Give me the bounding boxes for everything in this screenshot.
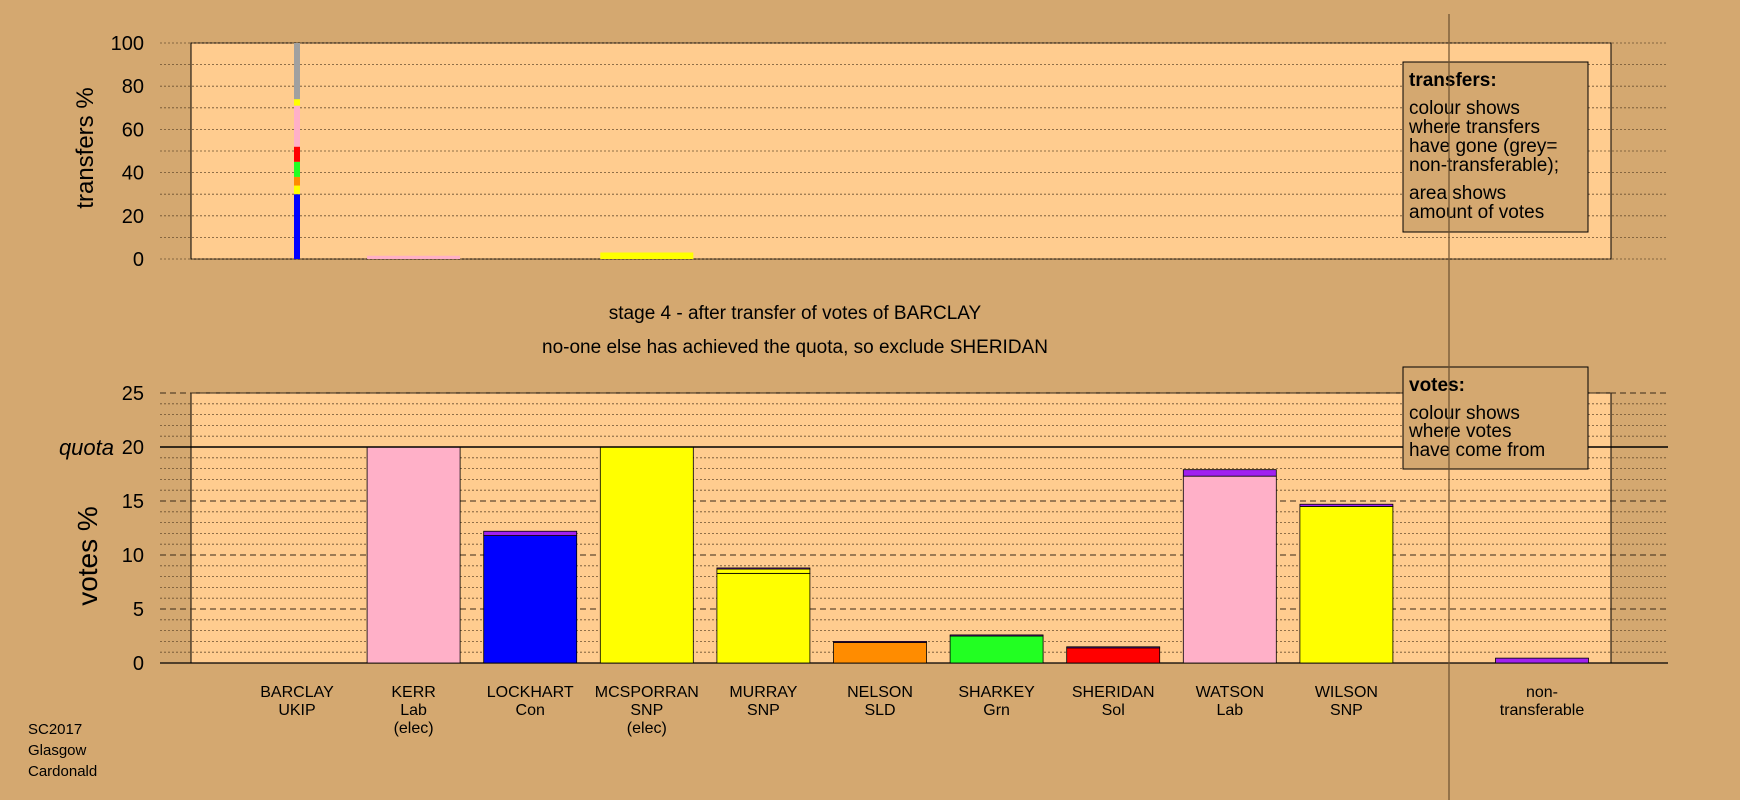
candidate-name-label: SHARKEY bbox=[958, 684, 1035, 701]
transfers-legend-line: have gone (grey= bbox=[1409, 136, 1557, 157]
votes-tick-label: 15 bbox=[122, 491, 144, 513]
candidate-bar-segment bbox=[1182, 475, 1277, 664]
candidate-status-label: (elec) bbox=[627, 720, 667, 737]
transfers-panel: 0 20 40 60 80 100 transfers % transfers: colo… bbox=[72, 33, 1668, 271]
candidate-party-label: Sol bbox=[1102, 702, 1125, 719]
candidate-party-label: SLD bbox=[864, 702, 895, 719]
candidate-party-label: Con bbox=[516, 702, 545, 719]
candidate-name-label: WILSON bbox=[1315, 684, 1378, 701]
candidate-status-label: (elec) bbox=[394, 720, 434, 737]
candidate-bar-segment bbox=[1299, 503, 1394, 507]
transfer-column-segment bbox=[294, 43, 300, 100]
transfers-legend-title: transfers: bbox=[1409, 70, 1497, 91]
votes-tick-label: 10 bbox=[122, 545, 144, 567]
transfers-legend-line: amount of votes bbox=[1409, 202, 1544, 223]
footer-line: SC2017 bbox=[28, 721, 82, 738]
transfers-tick-label: 0 bbox=[133, 249, 144, 271]
transfer-column-segment bbox=[294, 194, 300, 259]
candidate-name-label: NELSON bbox=[847, 684, 913, 701]
non-transferable-label: transferable bbox=[1500, 702, 1585, 719]
transfer-column-segment bbox=[294, 99, 300, 106]
transfers-tick-label: 100 bbox=[111, 33, 144, 55]
transfer-column-segment bbox=[294, 161, 300, 177]
transfers-legend-line: area shows bbox=[1409, 183, 1506, 204]
candidate-bar-segment bbox=[1066, 647, 1161, 664]
footer: SC2017 Glasgow Cardonald bbox=[28, 721, 97, 780]
votes-tick-label: 20 bbox=[122, 437, 144, 459]
non-transferable-label: non- bbox=[1526, 684, 1558, 701]
candidate-bar-segment bbox=[1299, 505, 1394, 664]
stage-subtitle: no-one else has achieved the quota, so e… bbox=[542, 337, 1048, 358]
votes-legend-line: where votes bbox=[1408, 421, 1511, 442]
candidate-bar-segment bbox=[1182, 469, 1277, 477]
candidate-bar-segment bbox=[483, 530, 578, 536]
votes-y-ticks: 0 5 10 15 20 25 bbox=[122, 383, 144, 675]
transfers-y-axis-label: transfers % bbox=[72, 87, 99, 208]
non-transferable-bar-segment bbox=[1495, 657, 1589, 664]
stage-title: stage 4 - after transfer of votes of BAR… bbox=[609, 303, 982, 324]
transfers-tick-label: 60 bbox=[122, 119, 144, 141]
candidate-bar-segment bbox=[1066, 646, 1161, 649]
transfers-legend-line: where transfers bbox=[1408, 117, 1540, 138]
candidate-name-label: LOCKHART bbox=[487, 684, 574, 701]
votes-legend-line: have come from bbox=[1409, 440, 1545, 461]
votes-tick-label: 0 bbox=[133, 653, 144, 675]
transfers-legend-line: colour shows bbox=[1409, 98, 1520, 119]
candidate-party-label: SNP bbox=[1330, 702, 1363, 719]
transfers-tick-label: 40 bbox=[122, 163, 144, 185]
votes-tick-label: 5 bbox=[133, 599, 144, 621]
candidate-name-label: WATSON bbox=[1196, 684, 1264, 701]
candidate-bar-segment bbox=[716, 568, 811, 574]
transfers-bars bbox=[294, 43, 694, 259]
candidate-bar-segment bbox=[599, 446, 694, 664]
transfers-legend-box: transfers: colour shows where transfers … bbox=[1402, 61, 1589, 233]
votes-bars bbox=[366, 446, 1589, 664]
votes-x-labels: BARCLAYUKIPKERRLab(elec)LOCKHARTConMCSPO… bbox=[260, 684, 1584, 737]
votes-legend-title: votes: bbox=[1409, 375, 1465, 396]
votes-legend-line: colour shows bbox=[1409, 403, 1520, 424]
candidate-bar-segment bbox=[949, 634, 1044, 637]
transfer-received-bar bbox=[600, 252, 694, 259]
candidate-name-label: KERR bbox=[391, 684, 435, 701]
candidate-bar-segment bbox=[949, 635, 1044, 664]
candidate-party-label: SNP bbox=[630, 702, 663, 719]
candidate-name-label: SHERIDAN bbox=[1072, 684, 1155, 701]
candidate-party-label: Lab bbox=[1216, 702, 1243, 719]
transfers-y-ticks: 0 20 40 60 80 100 bbox=[111, 33, 144, 271]
candidate-party-label: Grn bbox=[983, 702, 1010, 719]
transfers-tick-label: 80 bbox=[122, 76, 144, 98]
candidate-name-label: MCSPORRAN bbox=[595, 684, 699, 701]
transfer-column-segment bbox=[294, 176, 300, 186]
candidate-name-label: MURRAY bbox=[729, 684, 797, 701]
transfer-column-segment bbox=[294, 185, 300, 195]
footer-line: Cardonald bbox=[28, 763, 97, 780]
candidate-bar-segment bbox=[833, 642, 927, 664]
transfers-legend-line: non-transferable); bbox=[1409, 155, 1559, 176]
candidate-bar-segment bbox=[483, 535, 578, 664]
candidate-bar-segment bbox=[716, 567, 811, 570]
footer-line: Glasgow bbox=[28, 742, 87, 759]
votes-y-axis-label: votes % bbox=[72, 506, 103, 606]
transfer-received-bar bbox=[367, 255, 461, 259]
votes-tick-label: 25 bbox=[122, 383, 144, 405]
candidate-party-label: SNP bbox=[747, 702, 780, 719]
transfers-tick-label: 20 bbox=[122, 206, 144, 228]
candidate-party-label: UKIP bbox=[278, 702, 315, 719]
candidate-bar-segment bbox=[833, 641, 927, 643]
transfer-column-segment bbox=[294, 146, 300, 162]
transfer-column-segment bbox=[294, 105, 300, 147]
quota-label: quota bbox=[59, 435, 114, 460]
candidate-name-label: BARCLAY bbox=[260, 684, 334, 701]
candidate-bar-segment bbox=[366, 446, 461, 664]
candidate-party-label: Lab bbox=[400, 702, 427, 719]
candidate-bar-segment bbox=[716, 572, 811, 664]
votes-legend-box: votes: colour shows where votes have com… bbox=[1402, 366, 1589, 470]
